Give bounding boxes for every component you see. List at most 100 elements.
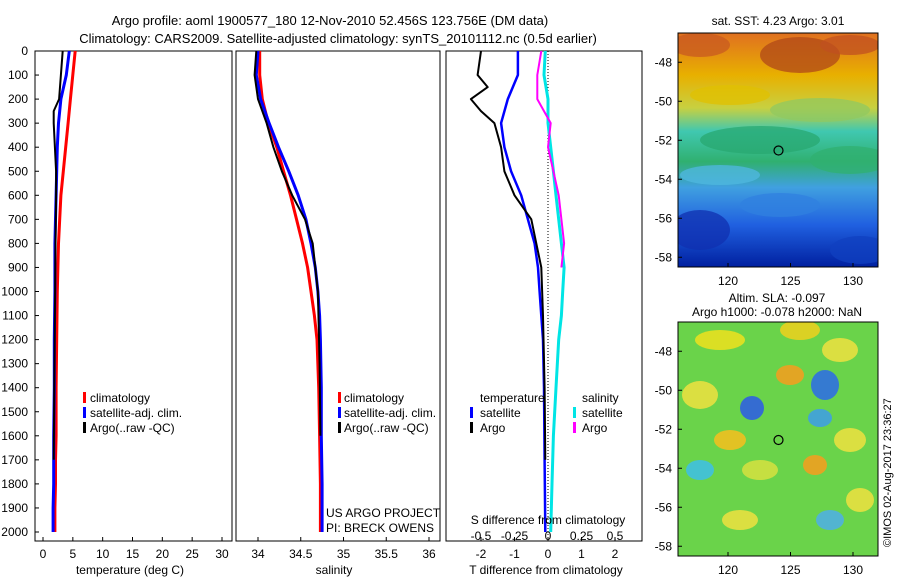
pressure-tick-label: 500 bbox=[8, 164, 28, 178]
t-difference-ticks: -2 -1 0 1 2 bbox=[476, 537, 619, 561]
sla-eddy bbox=[776, 365, 804, 385]
salinity-diff-satellite-line bbox=[542, 50, 566, 533]
legend-s-argo-swatch bbox=[573, 422, 576, 433]
legend-argo-swatch bbox=[83, 422, 86, 433]
legend-satellite-label: satellite-adj. clim. bbox=[90, 406, 182, 420]
legend-s-satellite-label: satellite bbox=[582, 406, 623, 420]
argo-location-marker bbox=[773, 434, 784, 446]
salinity-xlabel: salinity bbox=[316, 563, 353, 577]
x-tick-label: -0.25 bbox=[501, 529, 529, 543]
sst-texture-blob bbox=[770, 98, 870, 122]
legend-satellite-label: satellite-adj. clim. bbox=[344, 406, 436, 420]
pressure-tick-label: 1400 bbox=[1, 381, 28, 395]
x-tick-label: 5 bbox=[69, 547, 76, 561]
legend-t-satellite-swatch bbox=[470, 407, 473, 418]
sst-texture-blob bbox=[830, 236, 878, 264]
legend-climatology-label: climatology bbox=[90, 391, 150, 405]
pressure-tick-label: 0 bbox=[21, 44, 28, 58]
salinity-panel: 34 34.5 35 35.5 36 salinity climatology sate… bbox=[235, 50, 441, 577]
sst-texture-blob bbox=[678, 210, 730, 250]
legend-argo-label: Argo(..raw -QC) bbox=[344, 421, 429, 435]
difference-lines bbox=[469, 50, 566, 533]
legend-t-argo-swatch bbox=[470, 422, 473, 433]
sla-y-ticks: -48 -50 -52 -54 -56 -58 bbox=[655, 344, 682, 553]
sla-map-frame bbox=[677, 321, 879, 557]
lat-tick-label: -56 bbox=[655, 500, 673, 514]
argo-location-marker bbox=[773, 145, 784, 156]
pressure-tick-label: 100 bbox=[8, 68, 28, 82]
lat-tick-label: -48 bbox=[655, 344, 673, 358]
salinity-diff-argo-line bbox=[536, 50, 566, 268]
sla-eddy bbox=[742, 460, 778, 480]
sla-map-title2: Argo h1000: -0.078 h2000: NaN bbox=[692, 305, 862, 319]
sst-map-frame bbox=[677, 32, 879, 268]
x-tick-label: 34 bbox=[251, 547, 265, 561]
temperature-y-ticks: 0 100 200 300 400 500 600 700 800 900 1000 1100 1200… bbox=[1, 44, 450, 539]
x-tick-label: -0.5 bbox=[471, 529, 492, 543]
legend-s-argo-label: Argo bbox=[582, 421, 608, 435]
sla-anomaly-eddies bbox=[682, 322, 874, 530]
x-tick-label: 36 bbox=[422, 547, 436, 561]
difference-panel: -0.5 -0.25 0 0.25 0.5 -2 -1 0 1 2 S difference f… bbox=[445, 50, 643, 577]
legend-argo-label: Argo(..raw -QC) bbox=[90, 421, 175, 435]
x-tick-label: 25 bbox=[185, 547, 199, 561]
pressure-tick-label: 1800 bbox=[1, 477, 28, 491]
sla-map-title1: Altim. SLA: -0.097 bbox=[729, 291, 826, 305]
legend-climatology-label: climatology bbox=[344, 391, 404, 405]
temperature-lines bbox=[51, 50, 77, 532]
x-tick-label: 35.5 bbox=[375, 547, 399, 561]
sla-x-ticks: 120 125 130 bbox=[718, 552, 863, 577]
legend-satellite-swatch bbox=[83, 407, 86, 418]
temperature-argo-line bbox=[52, 50, 64, 460]
legend-temperature-title: temperature bbox=[480, 391, 545, 405]
pressure-tick-label: 1200 bbox=[1, 333, 28, 347]
x-tick-label: 0.25 bbox=[570, 529, 594, 543]
lon-tick-label: 120 bbox=[718, 563, 738, 577]
x-tick-label: 35 bbox=[337, 547, 351, 561]
x-tick-label: 1 bbox=[578, 547, 585, 561]
pressure-tick-label: 1900 bbox=[1, 501, 28, 515]
lat-tick-label: -50 bbox=[655, 383, 673, 397]
pressure-tick-label: 1000 bbox=[1, 285, 28, 299]
pressure-tick-label: 400 bbox=[8, 140, 28, 154]
lon-tick-label: 130 bbox=[843, 563, 863, 577]
sla-eddy bbox=[822, 338, 858, 362]
lat-tick-label: -50 bbox=[655, 94, 673, 108]
x-tick-label: 0.5 bbox=[607, 529, 624, 543]
pressure-tick-label: 2000 bbox=[1, 525, 28, 539]
lat-tick-label: -52 bbox=[655, 133, 673, 147]
temperature-xlabel: temperature (deg C) bbox=[76, 563, 184, 577]
sst-texture-blob bbox=[740, 193, 820, 217]
s-difference-label: S difference from climatology bbox=[471, 513, 626, 527]
sla-eddy bbox=[780, 322, 820, 340]
legend-t-satellite-label: satellite bbox=[480, 406, 521, 420]
x-tick-label: 20 bbox=[156, 547, 170, 561]
legend-climatology-swatch bbox=[338, 392, 341, 403]
temperature-legend: climatology satellite-adj. clim. Argo(..… bbox=[83, 391, 182, 435]
sst-map: sat. SST: 4.23 Argo: 3.01 -48 -50 -52 -54 -5… bbox=[655, 14, 879, 288]
lat-tick-label: -56 bbox=[655, 211, 673, 225]
t-difference-label: T difference from climatology bbox=[469, 563, 623, 577]
legend-s-satellite-swatch bbox=[573, 407, 576, 418]
sst-texture-blob bbox=[760, 37, 840, 73]
lat-tick-label: -48 bbox=[655, 55, 673, 69]
legend-t-argo-label: Argo bbox=[480, 421, 506, 435]
pressure-tick-label: 600 bbox=[8, 188, 28, 202]
pi-note: PI: BRECK OWENS bbox=[326, 521, 434, 535]
pressure-tick-label: 1700 bbox=[1, 453, 28, 467]
salinity-legend: climatology satellite-adj. clim. Argo(..… bbox=[338, 391, 436, 435]
sla-eddy bbox=[740, 396, 764, 420]
project-note: US ARGO PROJECT bbox=[326, 506, 441, 520]
x-tick-label: -1 bbox=[509, 547, 520, 561]
x-tick-label: -2 bbox=[476, 547, 487, 561]
sla-map: Altim. SLA: -0.097 Argo h1000: -0.078 h2… bbox=[655, 291, 879, 577]
sla-eddy bbox=[714, 430, 746, 450]
s-difference-ticks: -0.5 -0.25 0 0.25 0.5 bbox=[471, 529, 624, 543]
sst-texture-blob bbox=[820, 35, 878, 55]
salinity-argo-line bbox=[253, 50, 322, 436]
sla-eddy bbox=[811, 370, 839, 400]
pressure-tick-label: 300 bbox=[8, 116, 28, 130]
x-tick-label: 0 bbox=[545, 547, 552, 561]
sst-texture bbox=[678, 33, 878, 264]
